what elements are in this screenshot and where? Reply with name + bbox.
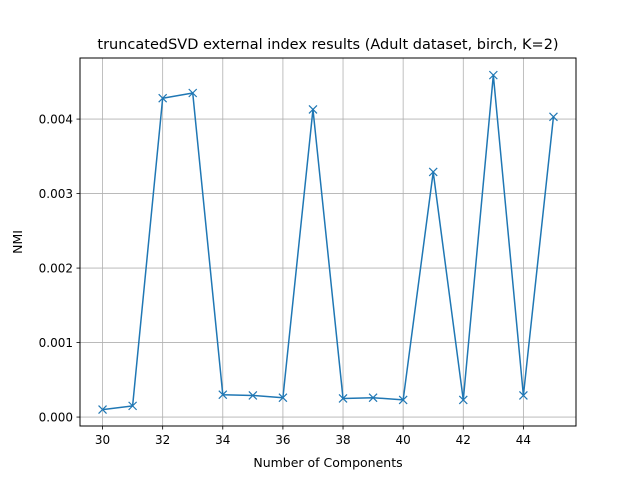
data-point-marker [549, 112, 558, 122]
x-tick-label: 38 [335, 433, 350, 447]
series-line [102, 74, 555, 411]
data-point-marker [188, 88, 198, 98]
x-axis-label: Number of Components [253, 455, 402, 470]
y-tick-label: 0.003 [39, 187, 73, 201]
data-point-marker [308, 104, 318, 114]
chart-title: truncatedSVD external index results (Adu… [97, 37, 558, 53]
x-tick-label: 36 [275, 433, 290, 447]
x-tick-label: 34 [215, 433, 230, 447]
y-tick-label: 0.002 [39, 262, 73, 276]
y-axis: 0.000 0.001 0.002 0.003 0.004 [39, 113, 80, 425]
x-axis: 30 32 34 36 38 40 42 44 [95, 426, 531, 447]
plot-area-frame [79, 57, 577, 427]
y-axis-label: NMI [10, 230, 25, 254]
data-point-marker [278, 393, 288, 403]
x-tick-label: 42 [456, 433, 471, 447]
grid-lines [80, 58, 576, 426]
x-tick-label: 44 [516, 433, 531, 447]
y-tick-label: 0.004 [39, 113, 73, 127]
data-point-marker [248, 391, 258, 400]
series-layer [98, 70, 558, 415]
y-tick-label: 0.001 [39, 336, 73, 350]
x-tick-label: 30 [95, 433, 110, 447]
data-point-marker [398, 395, 408, 405]
data-point-marker [488, 70, 498, 80]
x-tick-label: 40 [396, 433, 411, 447]
data-point-marker [98, 405, 107, 415]
x-tick-label: 32 [155, 433, 170, 447]
data-point-marker [518, 391, 528, 400]
data-point-marker [158, 93, 168, 103]
data-point-marker [218, 390, 228, 400]
data-point-marker [428, 167, 438, 177]
y-tick-label: 0.000 [39, 411, 73, 425]
data-point-marker [368, 393, 378, 403]
data-point-marker [128, 401, 138, 411]
data-point-marker [338, 394, 348, 403]
data-point-marker [458, 395, 468, 405]
